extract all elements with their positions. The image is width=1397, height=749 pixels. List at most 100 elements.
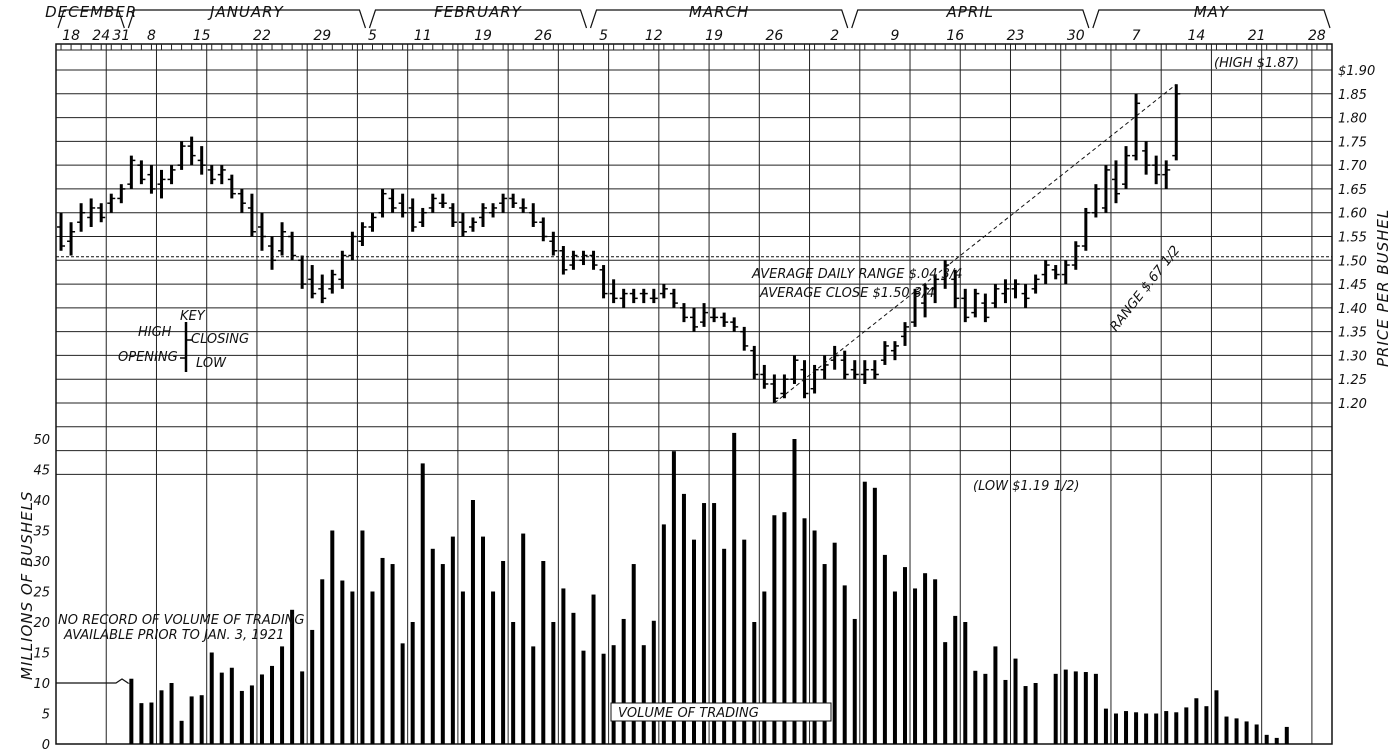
- volume-bar: [933, 579, 938, 744]
- ohlc-bar: [499, 193, 508, 213]
- day-label: 5: [368, 28, 377, 44]
- volume-bar: [973, 670, 978, 744]
- ohlc-bar: [519, 198, 528, 213]
- volume-tick-label: 5: [42, 708, 50, 723]
- ohlc-bar: [197, 146, 206, 175]
- volume-bar: [1134, 712, 1139, 744]
- day-label: 11: [414, 28, 432, 44]
- ohlc-bar: [710, 307, 719, 323]
- ohlc-bar: [900, 322, 909, 346]
- day-label: 12: [645, 28, 663, 44]
- volume-bar: [1124, 711, 1129, 744]
- volume-bar: [360, 530, 365, 744]
- price-bars: [57, 84, 1181, 403]
- ohlc-bar: [549, 231, 558, 256]
- volume-bar: [993, 646, 998, 744]
- volume-bar: [511, 622, 516, 744]
- volume-bar: [762, 591, 767, 744]
- ohlc-bar: [1172, 84, 1181, 161]
- volume-bar: [310, 629, 315, 744]
- ohlc-bar: [760, 364, 769, 389]
- volume-bar: [923, 573, 928, 744]
- volume-bar: [892, 591, 897, 744]
- ohlc-bar: [308, 265, 317, 299]
- volume-bar: [290, 609, 295, 744]
- volume-bar: [440, 564, 445, 744]
- ohlc-bar: [167, 165, 176, 185]
- volume-bar: [1264, 734, 1269, 744]
- volume-bar: [902, 567, 907, 744]
- ohlc-bar: [479, 203, 488, 227]
- volume-bar: [1023, 686, 1028, 744]
- volume-bar: [1244, 721, 1249, 744]
- ohlc-bar: [911, 288, 920, 327]
- ohlc-bar: [418, 207, 427, 227]
- ohlc-bar: [639, 288, 648, 304]
- ohlc-bar: [629, 288, 638, 304]
- volume-bar: [1174, 712, 1179, 744]
- volume-tick-label: 45: [33, 464, 50, 479]
- volume-bar: [430, 548, 435, 744]
- ohlc-bar: [1142, 141, 1151, 175]
- price-tick-label: 1.30: [1338, 349, 1367, 364]
- ohlc-bar: [1152, 155, 1161, 185]
- ohlc-bar: [1132, 93, 1141, 161]
- month-label: MAY: [1194, 3, 1230, 21]
- ohlc-bar: [117, 184, 126, 204]
- ohlc-bar: [1011, 279, 1020, 299]
- ohlc-bar: [398, 193, 407, 218]
- volume-bar: [943, 642, 948, 744]
- volume-bar: [1053, 673, 1058, 744]
- ohlc-bar: [679, 303, 688, 323]
- ohlc-bar: [559, 246, 568, 275]
- ohlc-bar: [589, 250, 598, 270]
- volume-bar: [410, 622, 415, 744]
- month-bracket: [368, 9, 588, 29]
- volume-bar: [340, 580, 345, 744]
- ohlc-bar: [669, 288, 678, 308]
- volume-bar: [1214, 690, 1219, 744]
- volume-bar: [460, 591, 465, 744]
- volume-bar: [1164, 711, 1169, 744]
- ohlc-bar: [1061, 260, 1070, 285]
- volume-bar: [571, 612, 576, 744]
- ohlc-bar: [659, 284, 668, 299]
- volume-bar: [400, 643, 405, 744]
- volume-bar: [953, 615, 958, 744]
- ohlc-bar: [1101, 165, 1110, 213]
- key-low-label: LOW: [196, 356, 227, 371]
- ohlc-bar: [740, 326, 749, 351]
- price-tick-label: 1.45: [1338, 278, 1367, 293]
- volume-bar: [481, 536, 486, 744]
- price-tick-label: 1.25: [1338, 373, 1367, 388]
- volume-bar: [631, 564, 636, 744]
- ohlc-bar: [268, 236, 277, 270]
- volume-bar: [661, 524, 666, 744]
- volume-bar: [1204, 706, 1209, 744]
- volume-label-box: [610, 702, 832, 722]
- key-closing-label: CLOSING: [191, 332, 249, 347]
- day-label: 18: [62, 28, 80, 44]
- ohlc-bar: [619, 288, 628, 308]
- ohlc-bar: [599, 265, 608, 299]
- volume-bar: [1103, 708, 1108, 744]
- volume-bar: [651, 620, 656, 744]
- price-tick-label: 1.35: [1338, 326, 1367, 341]
- ohlc-bar: [850, 360, 859, 380]
- volume-bar: [1073, 671, 1078, 744]
- calendar-header: DECEMBER JANUARY FEBRUARY MARCH APRIL MAY 18 24…: [45, 3, 1332, 51]
- volume-bar: [963, 622, 968, 744]
- ohlc-bar: [147, 165, 156, 194]
- volume-tick-label: 50: [33, 433, 50, 448]
- day-label: 26: [765, 28, 783, 44]
- month-label: FEBRUARY: [434, 3, 522, 21]
- ohlc-bar: [860, 360, 869, 384]
- volume-tick-label: 40: [33, 494, 50, 509]
- ohlc-bar: [247, 193, 256, 237]
- day-label: 9: [890, 28, 899, 44]
- ohlc-bar: [187, 136, 196, 166]
- volume-bar: [1063, 669, 1068, 744]
- volume-bar: [1003, 679, 1008, 744]
- day-label: 24: [92, 28, 110, 44]
